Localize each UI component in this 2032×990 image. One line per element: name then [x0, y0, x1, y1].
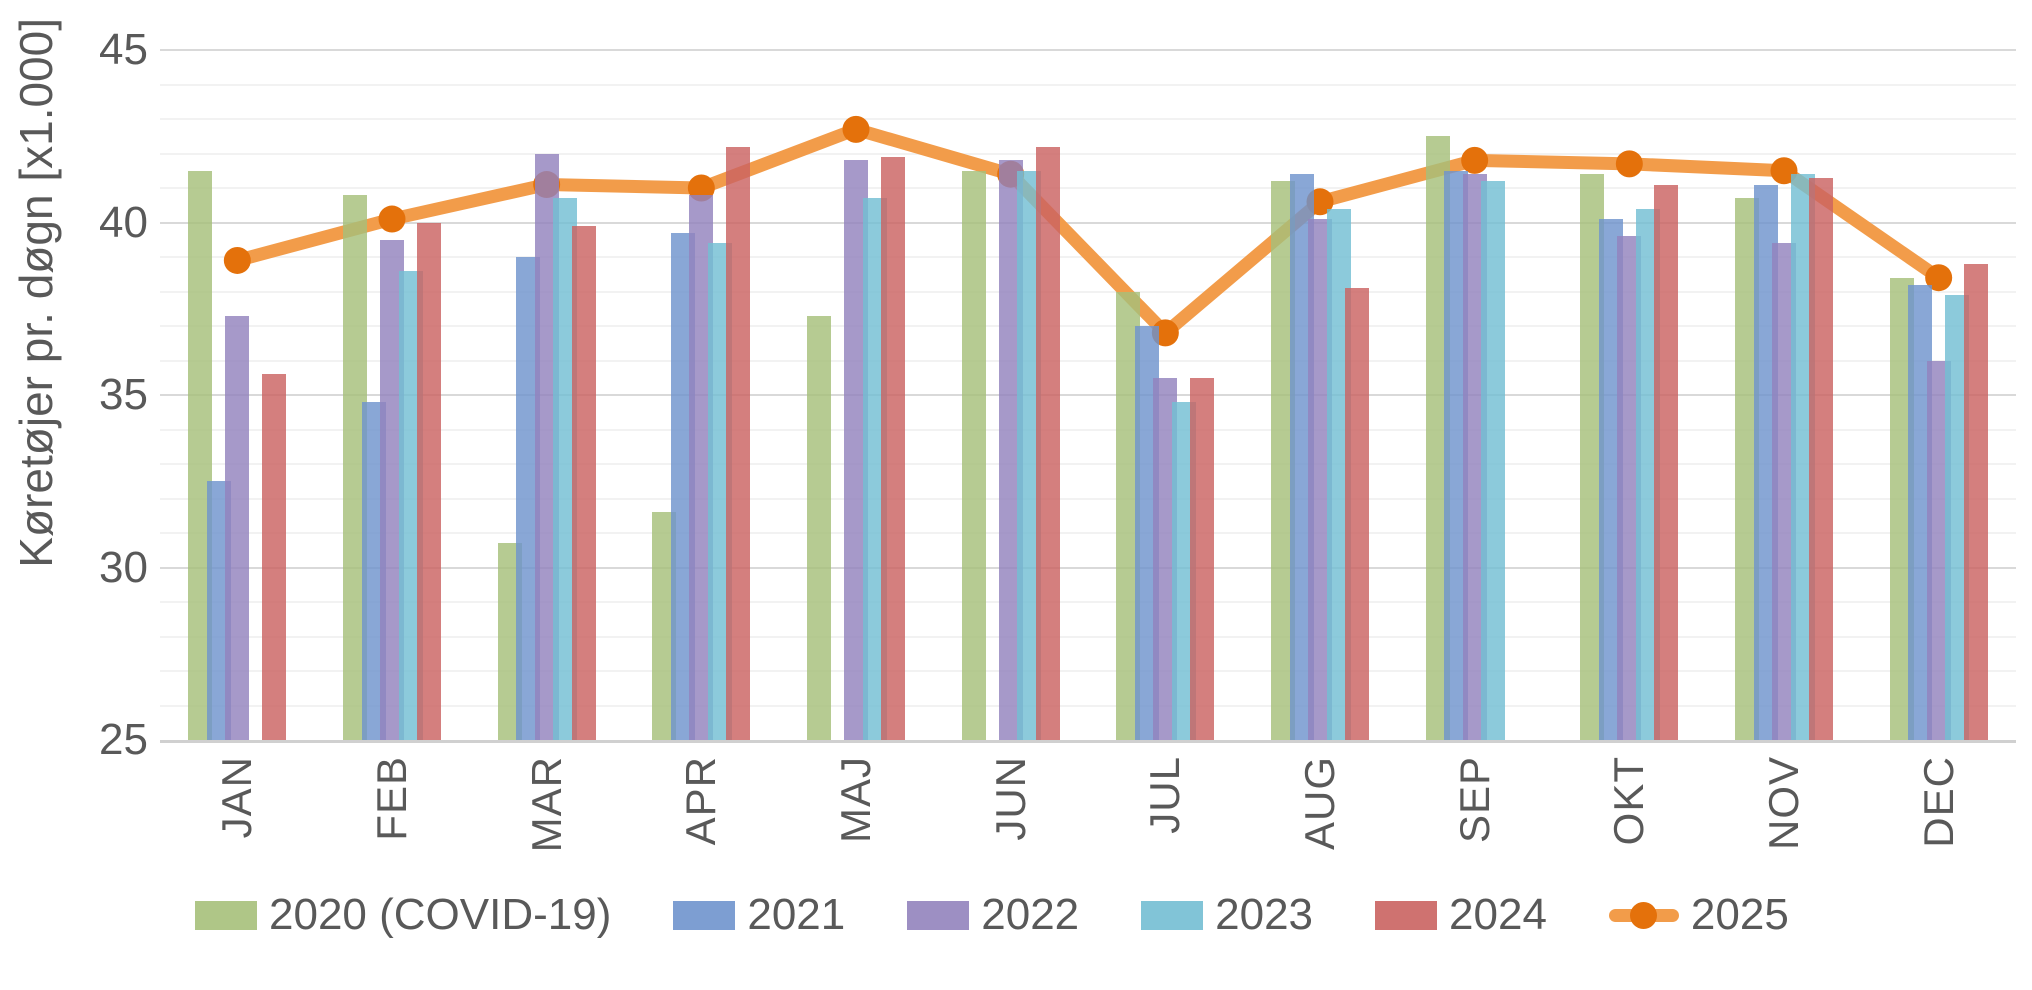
legend-item-2025: 2025 — [1608, 890, 1789, 940]
x-tick-label-text: DEC — [1914, 756, 1962, 848]
x-tick-label-NOV: NOV — [1760, 756, 1807, 871]
gridline — [160, 704, 2016, 707]
bar-2024-APR — [726, 146, 751, 742]
bar-2024-OKT — [1654, 184, 1679, 742]
x-tick-label-text: APR — [677, 756, 725, 846]
gridline — [160, 497, 2016, 500]
legend-label: 2020 (COVID-19) — [269, 890, 612, 939]
x-tick-label-text: JAN — [213, 756, 261, 839]
x-tick-label-OKT: OKT — [1605, 756, 1653, 871]
legend-label: 2022 — [981, 890, 1080, 939]
gridline — [160, 566, 2016, 569]
legend-swatch — [1141, 900, 1204, 930]
y-axis-title: Køretøjer pr. døgn [x1.000] — [8, 18, 64, 568]
x-tick-label-FEB: FEB — [368, 756, 415, 871]
legend-item-2024: 2024 — [1375, 890, 1547, 940]
gridline — [160, 83, 2016, 86]
x-tick-label-JUL: JUL — [1141, 756, 1189, 871]
legend-item-2022: 2022 — [907, 890, 1079, 940]
bar-2024-DEC — [1963, 263, 1988, 742]
bar-2024-JUL — [1190, 377, 1215, 742]
x-tick-label-SEP: SEP — [1450, 756, 1498, 871]
x-tick-label-MAR: MAR — [522, 756, 570, 871]
legend-item-2020: 2020 (COVID-19) — [195, 890, 611, 940]
legend-marker-dot — [1629, 901, 1657, 929]
bar-2024-FEB — [417, 222, 441, 742]
legend-item-2021: 2021 — [673, 890, 845, 940]
x-tick-label-JAN: JAN — [213, 756, 261, 871]
gridline — [160, 394, 2016, 396]
x-tick-label-JUN: JUN — [986, 756, 1034, 871]
gridline — [160, 532, 2016, 534]
x-tick-label-text: MAR — [522, 756, 570, 853]
x-tick-label-text: NOV — [1760, 756, 1807, 851]
legend-swatch — [907, 900, 970, 930]
bar-2022-JAN — [225, 315, 250, 742]
legend-label: 2024 — [1449, 890, 1547, 939]
legend: 2020 (COVID-19) 2021 2022 2023 2024 2025 — [195, 882, 1789, 948]
y-tick-label: 45 — [99, 25, 148, 74]
bar-2024-AUG — [1345, 288, 1369, 742]
x-tick-label-text: OKT — [1605, 756, 1653, 846]
marker-2025-JAN — [223, 246, 251, 274]
marker-2025-FEB — [378, 205, 406, 233]
x-tick-label-text: AUG — [1296, 756, 1343, 851]
x-tick-label-text: JUL — [1141, 756, 1189, 834]
bar-2024-MAR — [571, 225, 596, 742]
bar-2020-JUN — [961, 170, 986, 742]
line-2025 — [230, 122, 1946, 340]
legend-swatch — [1375, 900, 1438, 930]
gridline — [160, 601, 2016, 603]
legend-line-sample — [1608, 901, 1679, 930]
gridline — [160, 463, 2016, 465]
bar-2024-JUN — [1035, 146, 1060, 742]
legend-label: 2021 — [747, 890, 846, 939]
y-tick-label: 40 — [99, 197, 148, 247]
x-tick-label-MAJ: MAJ — [832, 756, 879, 871]
x-axis-line — [160, 740, 2016, 743]
x-tick-label-text: FEB — [368, 756, 415, 841]
legend-swatch — [673, 900, 736, 930]
gridline — [160, 428, 2016, 431]
x-tick-label-text: MAJ — [832, 756, 879, 843]
bar-2024-NOV — [1809, 177, 1833, 742]
gridline — [160, 152, 2016, 155]
x-tick-label-APR: APR — [677, 756, 725, 871]
bar-2024-JAN — [262, 374, 287, 742]
gridline — [160, 49, 2016, 51]
x-tick-label-DEC: DEC — [1914, 756, 1962, 871]
y-tick-label: 30 — [99, 542, 148, 592]
x-tick-label-text: JUN — [986, 756, 1034, 841]
gridline — [160, 670, 2016, 672]
y-tick-label: 35 — [99, 370, 148, 419]
x-tick-label-text: SEP — [1450, 756, 1498, 844]
bar-2020-MAJ — [807, 315, 831, 742]
gridline — [160, 635, 2016, 638]
gridline — [160, 187, 2016, 189]
y-tick-label: 25 — [99, 715, 148, 764]
legend-label: 2025 — [1690, 890, 1789, 939]
x-tick-label-AUG: AUG — [1296, 756, 1343, 871]
y-axis-title-text: Køretøjer pr. døgn [x1.000] — [10, 17, 62, 568]
legend-item-2023: 2023 — [1141, 890, 1313, 940]
gridline — [160, 359, 2016, 362]
legend-swatch — [195, 900, 257, 930]
legend-label: 2023 — [1215, 890, 1314, 939]
bar-2024-MAJ — [881, 156, 905, 742]
bar-2023-SEP — [1481, 181, 1506, 742]
gridline — [160, 118, 2016, 120]
